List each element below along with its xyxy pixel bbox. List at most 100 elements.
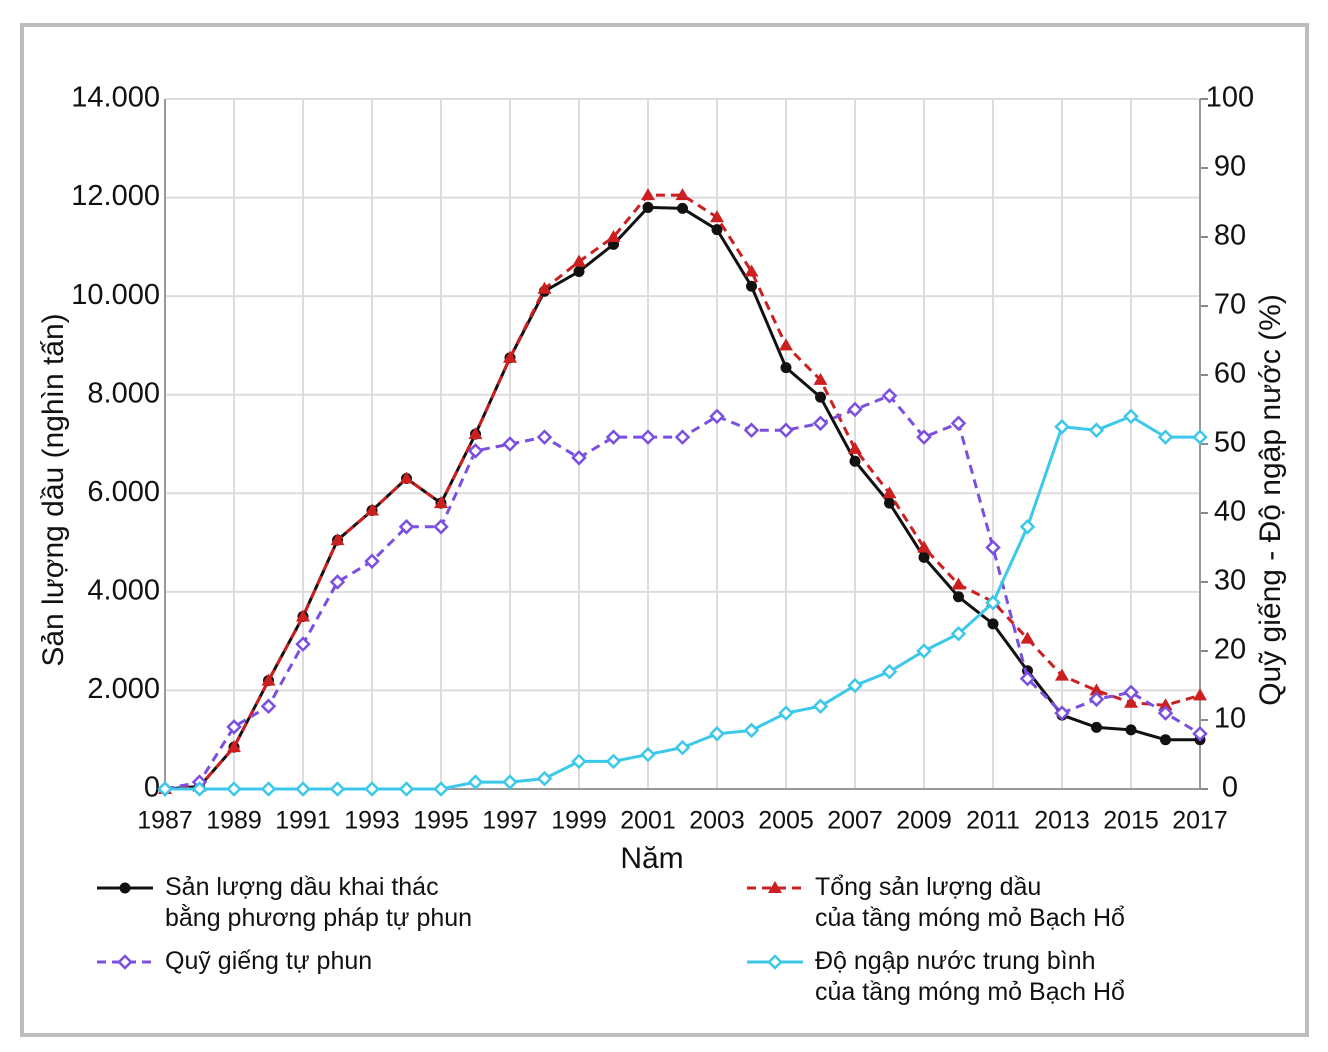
marker <box>950 625 967 642</box>
marker <box>1157 705 1174 721</box>
marker <box>767 954 783 970</box>
line <box>164 205 1200 791</box>
x-tick-label: 2009 <box>896 807 952 835</box>
marker <box>571 753 587 770</box>
marker <box>709 408 725 425</box>
y2-tick-label: 100 <box>1206 82 1254 114</box>
marker <box>296 609 310 622</box>
legend-swatch <box>747 954 803 970</box>
marker <box>572 254 586 267</box>
marker <box>1158 698 1173 711</box>
marker <box>985 594 1001 611</box>
x-tick-label: 2005 <box>758 807 814 835</box>
marker <box>768 881 782 893</box>
marker <box>1091 721 1102 733</box>
marker <box>398 519 415 535</box>
marker <box>847 677 863 694</box>
series <box>158 188 1207 794</box>
marker <box>642 201 654 213</box>
marker <box>847 401 863 418</box>
series <box>157 408 1208 797</box>
legend-label: Độ ngập nước trung bình của tầng móng mỏ… <box>815 947 1125 1006</box>
marker <box>953 591 964 603</box>
marker <box>1193 688 1207 701</box>
marker <box>117 954 133 970</box>
x-tick-label: 2011 <box>966 807 1020 835</box>
marker <box>812 415 829 432</box>
marker <box>1125 724 1137 736</box>
x-tick-label: 1993 <box>344 807 400 835</box>
y-tick-label: 2.000 <box>87 673 160 705</box>
x-tick-label: 2013 <box>1034 807 1090 835</box>
marker <box>813 372 828 385</box>
marker <box>468 427 483 440</box>
marker <box>884 497 895 509</box>
legend-label: Quỹ giếng tự phun <box>165 947 373 975</box>
legend-swatch <box>97 954 153 970</box>
marker <box>398 781 415 797</box>
marker <box>985 539 1001 556</box>
marker <box>1089 683 1104 696</box>
marker <box>329 574 346 590</box>
marker <box>677 202 688 214</box>
x-tick-label: 2001 <box>620 807 676 835</box>
marker <box>364 781 380 797</box>
marker <box>779 338 793 351</box>
y2-tick-label: 60 <box>1214 358 1246 390</box>
marker <box>606 230 621 242</box>
marker <box>399 471 414 484</box>
marker <box>710 210 724 223</box>
marker <box>571 450 587 466</box>
x-tick-label: 1987 <box>137 807 193 835</box>
series <box>159 201 1206 795</box>
y2-tick-label: 10 <box>1214 703 1246 735</box>
marker <box>780 362 792 374</box>
x-tick-label: 2017 <box>1172 807 1228 835</box>
marker <box>849 455 861 467</box>
marker <box>119 882 131 894</box>
marker <box>467 774 484 790</box>
x-tick-label: 1997 <box>482 807 538 835</box>
marker <box>987 618 999 630</box>
marker <box>467 443 484 459</box>
y-tick-label: 6.000 <box>87 476 160 508</box>
marker <box>1088 691 1105 708</box>
marker <box>674 429 691 445</box>
marker <box>295 781 311 797</box>
y2-tick-label: 90 <box>1214 151 1246 183</box>
legend-item: Độ ngập nước trung bình của tầng móng mỏ… <box>745 946 1125 1008</box>
y2-tick-label: 80 <box>1214 220 1246 252</box>
marker <box>260 698 277 714</box>
line <box>165 414 1200 791</box>
y2-tick-label: 40 <box>1214 496 1246 528</box>
x-tick-label: 2003 <box>689 807 745 835</box>
marker <box>330 533 345 546</box>
marker <box>1019 519 1036 535</box>
marker <box>295 636 311 652</box>
marker <box>433 519 449 535</box>
marker <box>812 698 829 714</box>
marker <box>711 224 723 236</box>
marker <box>605 429 622 445</box>
marker <box>1019 670 1036 687</box>
x-axis-title: Năm <box>620 842 683 875</box>
y2-tick-label: 30 <box>1214 565 1246 597</box>
marker <box>848 441 862 454</box>
marker <box>503 350 517 363</box>
marker <box>674 739 691 756</box>
y-axis-title: Sản lượng dầu (nghìn tấn) <box>37 313 70 666</box>
marker <box>1123 408 1139 425</box>
marker <box>502 774 518 790</box>
marker <box>918 551 930 563</box>
y-tick-label: 12.000 <box>71 180 160 212</box>
marker <box>1192 429 1208 445</box>
y-tick-label: 10.000 <box>71 279 160 311</box>
y2-axis-title: Quỹ giếng - Độ ngập nước (%) <box>1254 294 1287 706</box>
marker <box>261 673 276 686</box>
y2-tick-label: 0 <box>1222 772 1238 804</box>
legend-item: Quỹ giếng tự phun <box>95 946 372 977</box>
marker <box>709 726 725 742</box>
marker <box>815 391 826 403</box>
